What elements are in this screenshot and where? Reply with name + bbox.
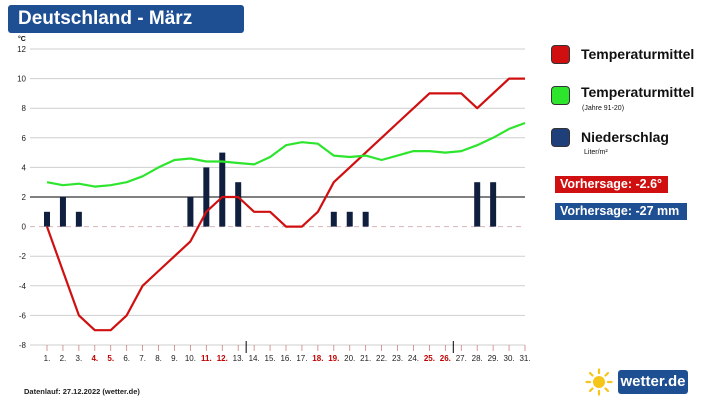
precipitation-bar (187, 197, 194, 227)
x-tick-label: 2. (60, 354, 67, 363)
chart-title: Deutschland - März (8, 5, 244, 33)
y-tick-label: -2 (19, 252, 27, 261)
temperature-normal-line (46, 121, 526, 188)
precipitation-bar (235, 182, 242, 227)
legend-swatch-blue (551, 128, 570, 147)
legend-label: Temperaturmittel (581, 46, 695, 62)
y-tick-label: 2 (22, 193, 27, 202)
x-tick-label: 31. (519, 354, 530, 363)
precipitation-bar (219, 152, 226, 227)
sun-icon (585, 368, 613, 396)
x-tick-label: 28. (472, 354, 483, 363)
x-tick-label: 23. (392, 354, 403, 363)
x-tick-label: 24. (408, 354, 419, 363)
y-axis-unit: °C (18, 35, 26, 43)
y-tick-label: 12 (17, 45, 26, 54)
precipitation-bar (474, 182, 481, 227)
y-tick-label: 4 (22, 163, 27, 172)
x-tick-label: 9. (171, 354, 178, 363)
x-tick-label: 25. (424, 354, 435, 363)
precipitation-bar (346, 211, 353, 227)
precipitation-bar (362, 211, 369, 227)
logo-text: wetter.de (618, 370, 688, 394)
x-tick-label: 13. (233, 354, 244, 363)
y-tick-label: 6 (22, 134, 27, 143)
footer-data-run: Datenlauf: 27.12.2022 (wetter.de) (24, 387, 140, 396)
x-tick-label: 10. (185, 354, 196, 363)
forecast-precipitation-badge: Vorhersage: -27 mm (555, 203, 687, 220)
x-tick-label: 27. (456, 354, 467, 363)
forecast-temperature-badge: Vorhersage: -2.6° (555, 176, 668, 193)
precipitation-bar (203, 167, 210, 227)
x-tick-label: 4. (91, 354, 98, 363)
x-tick-label: 8. (155, 354, 162, 363)
legend-label: Temperaturmittel (581, 84, 695, 100)
x-tick-label: 29. (488, 354, 499, 363)
temperature-line (45, 77, 525, 332)
legend-sublabel: (Jahre 91-20) (582, 105, 625, 112)
x-tick-label: 6. (123, 354, 130, 363)
x-tick-label: 7. (139, 354, 146, 363)
precipitation-bar (490, 182, 497, 227)
x-tick-label: 1. (44, 354, 51, 363)
legend-sublabel: Liter/m² (584, 149, 608, 156)
precipitation-bar (44, 211, 50, 227)
y-tick-label: 8 (22, 104, 27, 113)
legend-swatch-red (551, 45, 570, 64)
x-tick-label: 5. (107, 354, 114, 363)
x-tick-label: 22. (376, 354, 387, 363)
y-tick-label: -8 (19, 341, 27, 350)
x-tick-label: 20. (344, 354, 355, 363)
x-tick-label: 16. (280, 354, 291, 363)
x-tick-label: 11. (201, 354, 212, 363)
x-tick-label: 15. (265, 354, 276, 363)
legend-label: Niederschlag (581, 129, 669, 145)
y-tick-label: -6 (19, 311, 27, 320)
y-tick-label: -4 (19, 282, 27, 291)
x-tick-label: 17. (296, 354, 307, 363)
y-tick-label: 0 (22, 223, 27, 232)
precipitation-bar (330, 211, 337, 227)
x-tick-label: 21. (360, 354, 371, 363)
legend-swatch-green (551, 86, 570, 105)
x-tick-label: 14. (249, 354, 260, 363)
x-tick-label: 12. (217, 354, 228, 363)
precipitation-bar (75, 211, 82, 227)
x-tick-label: 30. (504, 354, 515, 363)
x-tick-label: 18. (312, 354, 323, 363)
x-tick-label: 26. (440, 354, 451, 363)
y-tick-label: 10 (17, 75, 26, 84)
wetter-logo: wetter.de (585, 368, 703, 396)
x-tick-label: 3. (76, 354, 83, 363)
precipitation-bar (59, 197, 66, 227)
x-tick-label: 19. (328, 354, 339, 363)
